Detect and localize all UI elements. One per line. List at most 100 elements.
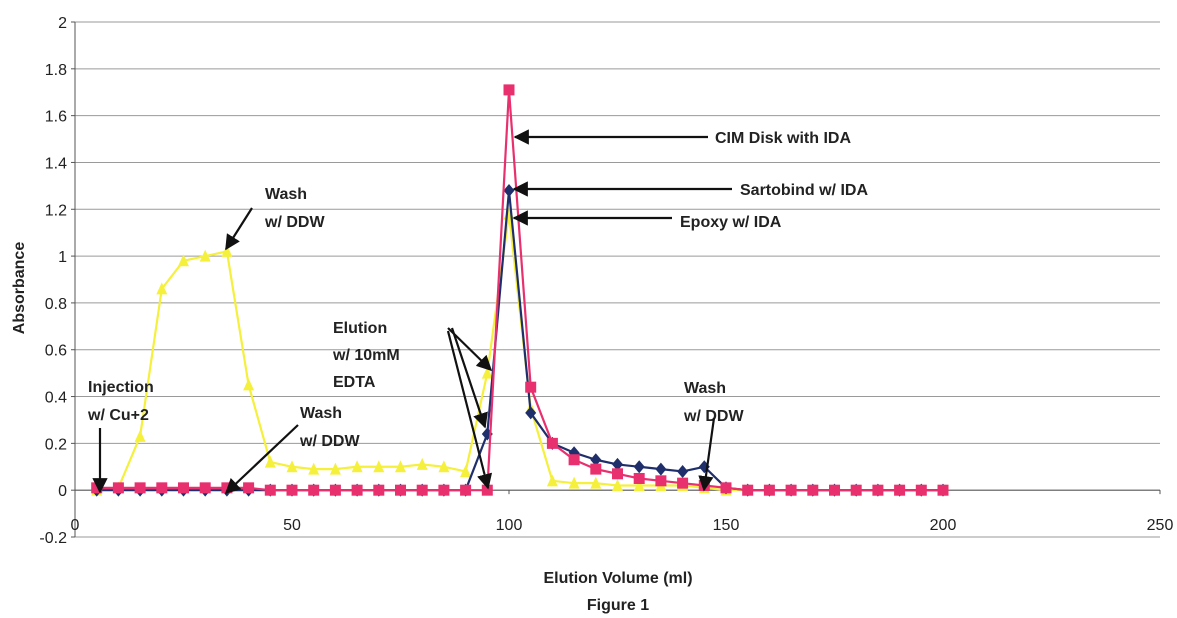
y-tick-label: 0.4 bbox=[45, 390, 67, 407]
data-point bbox=[633, 472, 645, 484]
figure-caption: Figure 1 bbox=[587, 597, 649, 614]
data-point bbox=[590, 463, 602, 475]
annotation-arrow bbox=[224, 424, 299, 495]
annotation: CIM Disk with IDA bbox=[513, 129, 851, 147]
data-point bbox=[546, 437, 558, 449]
gridlines bbox=[75, 21, 1160, 538]
data-point bbox=[112, 482, 124, 494]
x-tick-label: 250 bbox=[1147, 517, 1174, 534]
annotation-text: Wash bbox=[265, 186, 307, 203]
data-point bbox=[156, 482, 168, 494]
y-tick-label: 0.8 bbox=[45, 296, 67, 313]
series-line bbox=[96, 88, 943, 492]
data-point bbox=[525, 406, 537, 420]
data-point bbox=[612, 479, 623, 491]
data-point bbox=[850, 484, 862, 496]
annotation-arrow bbox=[446, 330, 493, 490]
data-point bbox=[460, 464, 472, 477]
x-axis-title: Elution Volume (ml) bbox=[543, 570, 692, 587]
annotation: Sartobind w/ IDA bbox=[512, 181, 868, 199]
data-point bbox=[677, 477, 689, 489]
data-point bbox=[264, 455, 276, 468]
annotation-text: Wash bbox=[300, 405, 342, 422]
data-point bbox=[568, 476, 580, 489]
x-tick-label: 0 bbox=[71, 517, 80, 534]
data-point bbox=[351, 460, 363, 473]
data-point bbox=[308, 462, 320, 475]
annotation-text: w/ DDW bbox=[299, 433, 360, 450]
data-point bbox=[351, 484, 363, 496]
annotation-text: EDTA bbox=[333, 374, 376, 391]
data-point bbox=[546, 474, 558, 487]
data-point bbox=[395, 460, 406, 473]
y-tick-label: 0.2 bbox=[45, 436, 67, 453]
data-point bbox=[590, 476, 602, 489]
data-point bbox=[264, 484, 276, 496]
annotation-text: Wash bbox=[684, 380, 726, 397]
data-point bbox=[221, 244, 233, 257]
data-point bbox=[633, 460, 645, 474]
data-point bbox=[807, 484, 819, 496]
data-point bbox=[785, 484, 797, 496]
data-point bbox=[243, 378, 255, 391]
annotation: Wash w/ DDW bbox=[225, 186, 325, 251]
data-point bbox=[329, 462, 341, 475]
x-tick-label: 200 bbox=[930, 517, 957, 534]
data-point bbox=[763, 484, 775, 496]
data-point bbox=[872, 484, 884, 496]
annotation-text: Elution bbox=[333, 320, 387, 337]
data-point bbox=[308, 484, 320, 496]
data-point bbox=[199, 482, 211, 494]
data-point bbox=[373, 460, 385, 473]
data-point bbox=[612, 468, 623, 480]
x-tick-label: 100 bbox=[496, 517, 523, 534]
y-tick-labels: -0.2 0 0.2 0.4 0.6 0.8 1 1.2 1.4 1.6 1.8 2 bbox=[39, 15, 67, 547]
y-axis-title: Absorbance bbox=[11, 242, 28, 335]
data-point bbox=[525, 381, 537, 393]
data-point bbox=[416, 484, 428, 496]
annotation: Injection w/ Cu+2 bbox=[87, 379, 154, 494]
data-point bbox=[416, 457, 428, 470]
data-point bbox=[655, 462, 667, 476]
data-point bbox=[438, 484, 450, 496]
data-point bbox=[178, 254, 189, 267]
y-tick-label: 1.8 bbox=[45, 62, 67, 79]
data-point bbox=[329, 484, 341, 496]
y-tick-label: 0 bbox=[58, 483, 67, 500]
annotation-text: Injection bbox=[88, 379, 154, 396]
data-point bbox=[438, 460, 450, 473]
axes bbox=[71, 21, 1161, 538]
x-tick-labels: 0 50 100 150 200 250 bbox=[71, 517, 1174, 534]
data-point bbox=[134, 429, 146, 442]
annotation: Wash w/ DDW bbox=[224, 405, 360, 495]
data-point bbox=[894, 484, 906, 496]
data-point bbox=[481, 484, 493, 496]
annotation-text: w/ 10mM bbox=[332, 347, 400, 364]
data-point bbox=[829, 484, 840, 496]
annotation-arrow bbox=[450, 327, 488, 429]
y-tick-label: -0.2 bbox=[39, 530, 67, 547]
data-point bbox=[915, 484, 927, 496]
annotation: Epoxy w/ IDA bbox=[512, 210, 782, 231]
data-point bbox=[481, 366, 493, 379]
data-point bbox=[156, 282, 168, 295]
annotation-text: CIM Disk with IDA bbox=[715, 130, 851, 147]
data-point bbox=[395, 484, 406, 496]
y-tick-label: 1 bbox=[58, 249, 67, 266]
annotation: Wash w/ DDW bbox=[683, 380, 744, 492]
data-point bbox=[655, 475, 667, 487]
annotation-text: w/ DDW bbox=[683, 408, 744, 425]
data-point bbox=[460, 484, 472, 496]
y-tick-label: 1.4 bbox=[45, 155, 67, 172]
y-tick-label: 0.6 bbox=[45, 343, 67, 360]
annotation-text: w/ DDW bbox=[264, 214, 325, 231]
data-point bbox=[243, 482, 255, 494]
annotation: Elution w/ 10mM EDTA bbox=[332, 320, 493, 490]
y-tick-label: 1.2 bbox=[45, 202, 67, 219]
data-point bbox=[134, 482, 146, 494]
data-point bbox=[178, 482, 189, 494]
data-point bbox=[720, 482, 732, 494]
